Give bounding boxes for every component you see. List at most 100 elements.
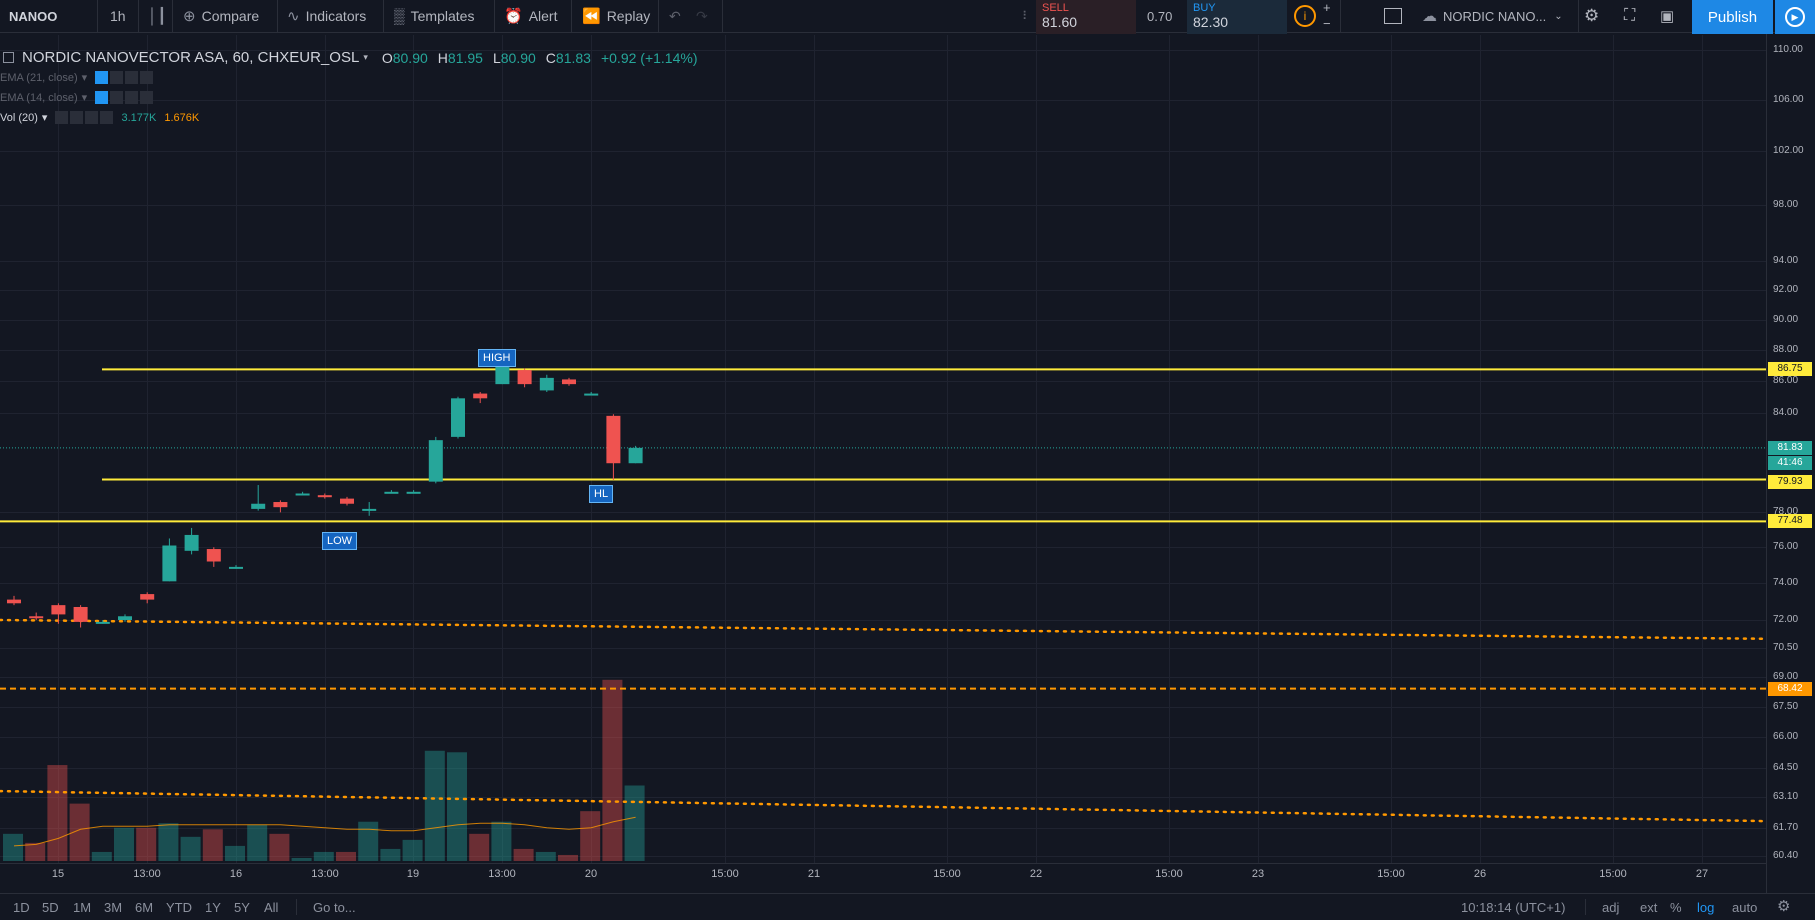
minus-icon[interactable]: − bbox=[1323, 16, 1331, 31]
toolbar-divider bbox=[383, 0, 384, 32]
grid-line-vertical bbox=[325, 35, 326, 863]
ema14-label: EMA (14, close) bbox=[0, 91, 78, 104]
grid-line-horizontal bbox=[0, 620, 1766, 621]
hl-marker[interactable]: HL bbox=[589, 485, 614, 503]
publish-button[interactable]: Publish bbox=[1692, 0, 1773, 34]
close-icon[interactable] bbox=[140, 71, 154, 84]
volume-row[interactable]: Vol (20) ▾ 3.177K 1.676K bbox=[0, 111, 199, 124]
sell-button[interactable]: SELL 81.60 bbox=[1036, 0, 1136, 34]
candle-body bbox=[73, 606, 88, 622]
price-tick-label: 70.50 bbox=[1773, 642, 1799, 653]
percent-toggle[interactable]: % bbox=[1670, 900, 1682, 915]
settings-icon[interactable] bbox=[110, 71, 124, 84]
close-icon[interactable] bbox=[100, 111, 114, 124]
plus-icon[interactable] bbox=[125, 71, 139, 84]
grid-line-horizontal bbox=[0, 512, 1766, 513]
snapshot-button[interactable]: ▣ bbox=[1660, 0, 1674, 32]
ema21-row[interactable]: EMA (21, close) ▾ bbox=[0, 71, 154, 84]
range-1d[interactable]: 1D bbox=[13, 900, 30, 915]
range-1m[interactable]: 1M bbox=[73, 900, 92, 915]
volume-bar bbox=[313, 851, 334, 861]
range-3m[interactable]: 3M bbox=[104, 900, 123, 915]
time-tick-label: 13:00 bbox=[311, 868, 339, 880]
high-marker[interactable]: HIGH bbox=[478, 349, 516, 367]
fullscreen-button[interactable]: ⛶ bbox=[1624, 0, 1635, 32]
alert-button[interactable]: ⏰ Alert bbox=[504, 0, 557, 32]
log-toggle[interactable]: log bbox=[1697, 900, 1715, 915]
close-icon[interactable] bbox=[140, 91, 154, 104]
watchlist-symbol-select[interactable]: ☁ NORDIC NANO... ⌄ bbox=[1422, 0, 1563, 32]
ext-toggle[interactable]: ext bbox=[1640, 900, 1658, 915]
ema-dotted-line bbox=[0, 618, 1768, 641]
candle-body bbox=[295, 493, 310, 496]
caret-down-icon[interactable]: ▾ bbox=[363, 52, 368, 62]
grid-line-horizontal bbox=[0, 583, 1766, 584]
range-5y[interactable]: 5Y bbox=[234, 900, 250, 915]
candle-body bbox=[29, 616, 44, 619]
candle-body bbox=[628, 447, 643, 464]
auto-toggle[interactable]: auto bbox=[1732, 900, 1758, 915]
play-button[interactable]: ▶ bbox=[1775, 0, 1815, 34]
grid-line-horizontal bbox=[0, 205, 1766, 206]
range-1y[interactable]: 1Y bbox=[205, 900, 221, 915]
plus-icon[interactable]: + bbox=[1323, 0, 1331, 15]
plus-icon[interactable] bbox=[85, 111, 99, 124]
ema14-row[interactable]: EMA (14, close) ▾ bbox=[0, 91, 154, 104]
toolbar-divider bbox=[1340, 0, 1341, 32]
volume-value: 3.177K bbox=[121, 111, 157, 124]
low-marker[interactable]: LOW bbox=[322, 532, 358, 550]
candle-body bbox=[362, 508, 377, 511]
range-all[interactable]: All bbox=[264, 900, 279, 915]
open-label: O bbox=[381, 49, 393, 66]
legend-title[interactable]: NORDIC NANOVECTOR ASA, 60, CHXEUR_OSL bbox=[22, 49, 360, 66]
plus-icon[interactable] bbox=[125, 91, 139, 104]
watchlist-symbol-label: NORDIC NANO... bbox=[1443, 8, 1547, 24]
ema21-label: EMA (21, close) bbox=[0, 71, 78, 84]
ema-dotted-line bbox=[0, 789, 1768, 823]
price-tick-label: 74.00 bbox=[1773, 577, 1799, 588]
settings-icon[interactable] bbox=[70, 111, 84, 124]
undo-button[interactable]: ↶ bbox=[669, 0, 681, 32]
quantity-stepper[interactable]: + − bbox=[1323, 0, 1331, 32]
compare-button[interactable]: ⊕ Compare bbox=[183, 0, 259, 32]
range-6m[interactable]: 6M bbox=[135, 900, 154, 915]
eye-icon[interactable] bbox=[95, 71, 109, 84]
volume-ma-line bbox=[13, 816, 636, 847]
templates-button[interactable]: ▒ Templates bbox=[394, 0, 474, 32]
redo-button[interactable]: ↷ bbox=[696, 0, 708, 32]
settings-icon[interactable] bbox=[110, 91, 124, 104]
volume-bar bbox=[202, 829, 223, 861]
drag-handle-icon[interactable]: ⠇ bbox=[1022, 9, 1031, 23]
interval-select[interactable]: 1h bbox=[110, 8, 126, 24]
toolbar-divider bbox=[722, 0, 723, 32]
info-button[interactable]: i bbox=[1294, 0, 1316, 32]
symbol-search[interactable]: NANOO bbox=[9, 8, 58, 24]
candle-body bbox=[317, 495, 332, 498]
candles-icon: │┃ bbox=[148, 8, 167, 25]
adj-toggle[interactable]: adj bbox=[1602, 900, 1620, 915]
replay-button[interactable]: ⏪ Replay bbox=[582, 0, 650, 32]
goto-button[interactable]: Go to... bbox=[313, 900, 356, 915]
eye-icon[interactable] bbox=[95, 91, 109, 104]
eye-icon[interactable] bbox=[55, 111, 69, 124]
hline-price-tag: 79.93 bbox=[1768, 475, 1812, 489]
chart-type-button[interactable]: │┃ bbox=[148, 0, 172, 32]
price-tick-label: 94.00 bbox=[1773, 255, 1799, 266]
collapse-icon[interactable] bbox=[3, 52, 14, 63]
settings-button[interactable]: ⚙ bbox=[1584, 0, 1599, 32]
spread-value: 0.70 bbox=[1147, 8, 1173, 24]
candle-body bbox=[539, 377, 554, 391]
grid-line-horizontal bbox=[0, 856, 1766, 857]
layout-button[interactable] bbox=[1384, 0, 1402, 32]
redo-icon: ↷ bbox=[696, 7, 708, 24]
buy-button[interactable]: BUY 82.30 bbox=[1187, 0, 1287, 34]
alert-label: Alert bbox=[528, 8, 558, 24]
indicators-button[interactable]: ∿ Indicators bbox=[287, 0, 366, 32]
gear-icon[interactable]: ⚙ bbox=[1777, 898, 1791, 915]
clock[interactable]: 10:18:14 (UTC+1) bbox=[1461, 900, 1566, 915]
volume-bar bbox=[580, 811, 601, 861]
candle-body bbox=[251, 503, 266, 509]
range-ytd[interactable]: YTD bbox=[166, 900, 192, 915]
range-5d[interactable]: 5D bbox=[42, 900, 59, 915]
